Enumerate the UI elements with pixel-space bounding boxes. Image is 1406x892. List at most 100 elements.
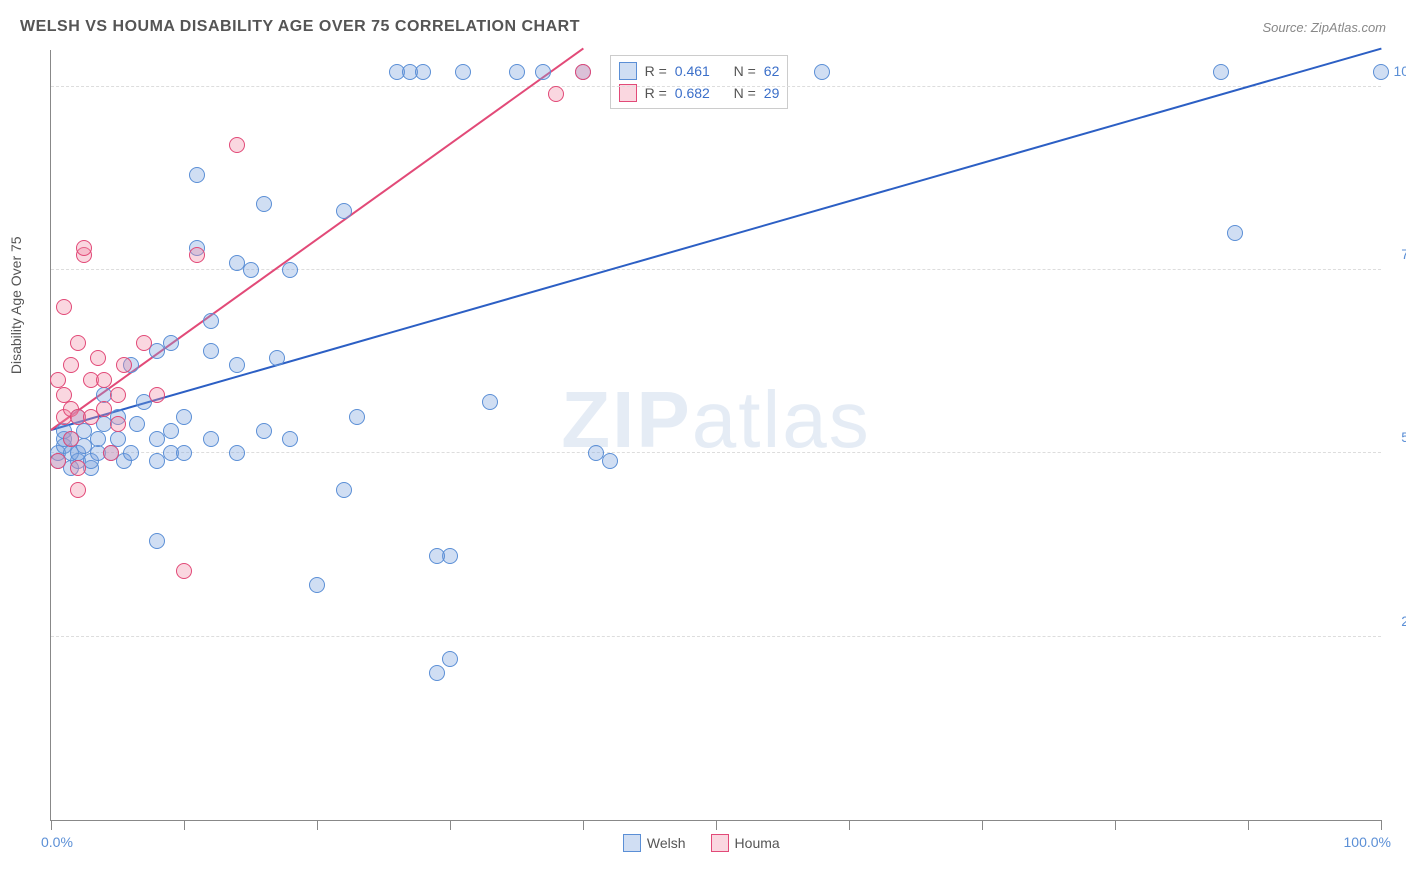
x-tick [982,820,983,830]
regression-line [50,48,583,431]
data-point [269,350,285,366]
x-axis-max-label: 100.0% [1344,834,1391,850]
data-point [176,409,192,425]
data-point [90,431,106,447]
x-tick [450,820,451,830]
data-point [548,86,564,102]
data-point [229,357,245,373]
data-point [429,548,445,564]
r-value-welsh: 0.461 [675,63,710,79]
data-point [56,387,72,403]
data-point [149,387,165,403]
data-point [50,372,66,388]
data-point [535,64,551,80]
data-point [129,416,145,432]
data-point [229,445,245,461]
y-tick-label: 50.0% [1401,429,1406,445]
x-axis-min-label: 0.0% [41,834,73,850]
data-point [509,64,525,80]
n-label: N = [734,85,756,101]
data-point [70,482,86,498]
data-point [110,431,126,447]
data-point [442,651,458,667]
swatch-houma [619,84,637,102]
data-point [336,203,352,219]
n-value-houma: 29 [764,85,780,101]
data-point [176,445,192,461]
data-point [90,350,106,366]
n-value-welsh: 62 [764,63,780,79]
data-point [1213,64,1229,80]
data-point [336,482,352,498]
data-point [63,431,79,447]
data-point [110,387,126,403]
swatch-welsh [619,62,637,80]
y-tick-label: 100.0% [1394,63,1406,79]
data-point [1373,64,1389,80]
legend-item-houma: Houma [711,834,780,852]
data-point [50,453,66,469]
data-point [243,262,259,278]
data-point [309,577,325,593]
data-point [814,64,830,80]
r-value-houma: 0.682 [675,85,710,101]
data-point [56,299,72,315]
legend-label-houma: Houma [735,835,780,851]
x-tick [849,820,850,830]
x-tick [51,820,52,830]
data-point [282,431,298,447]
data-point [176,563,192,579]
stats-legend-box: R = 0.461 N = 62 R = 0.682 N = 29 [610,55,789,109]
bottom-legend: Welsh Houma [623,834,780,852]
data-point [163,423,179,439]
data-point [103,445,119,461]
grid-line [51,636,1381,637]
data-point [136,335,152,351]
x-tick [184,820,185,830]
data-point [63,357,79,373]
data-point [96,401,112,417]
data-point [96,372,112,388]
n-label: N = [734,63,756,79]
data-point [76,240,92,256]
swatch-houma [711,834,729,852]
data-point [482,394,498,410]
data-point [116,357,132,373]
data-point [203,343,219,359]
chart-container: WELSH VS HOUMA DISABILITY AGE OVER 75 CO… [0,0,1406,892]
grid-line [51,452,1381,453]
legend-item-welsh: Welsh [623,834,686,852]
y-tick-label: 75.0% [1401,246,1406,262]
data-point [602,453,618,469]
data-point [256,423,272,439]
x-tick [1115,820,1116,830]
data-point [455,64,471,80]
y-axis-title: Disability Age Over 75 [8,236,24,374]
data-point [256,196,272,212]
data-point [229,137,245,153]
data-point [70,335,86,351]
x-tick [583,820,584,830]
source-label: Source: ZipAtlas.com [1262,20,1386,35]
swatch-welsh [623,834,641,852]
data-point [349,409,365,425]
data-point [163,335,179,351]
x-tick [716,820,717,830]
x-tick [317,820,318,830]
data-point [203,313,219,329]
data-point [189,247,205,263]
plot-area: Disability Age Over 75 ZIPatlas 0.0% 100… [50,50,1381,821]
r-label: R = [645,63,667,79]
data-point [203,431,219,447]
x-tick [1381,820,1382,830]
data-point [282,262,298,278]
data-point [70,460,86,476]
data-point [123,445,139,461]
r-label: R = [645,85,667,101]
data-point [189,167,205,183]
data-point [429,665,445,681]
y-tick-label: 25.0% [1401,613,1406,629]
data-point [575,64,591,80]
grid-line [51,86,1381,87]
data-point [1227,225,1243,241]
